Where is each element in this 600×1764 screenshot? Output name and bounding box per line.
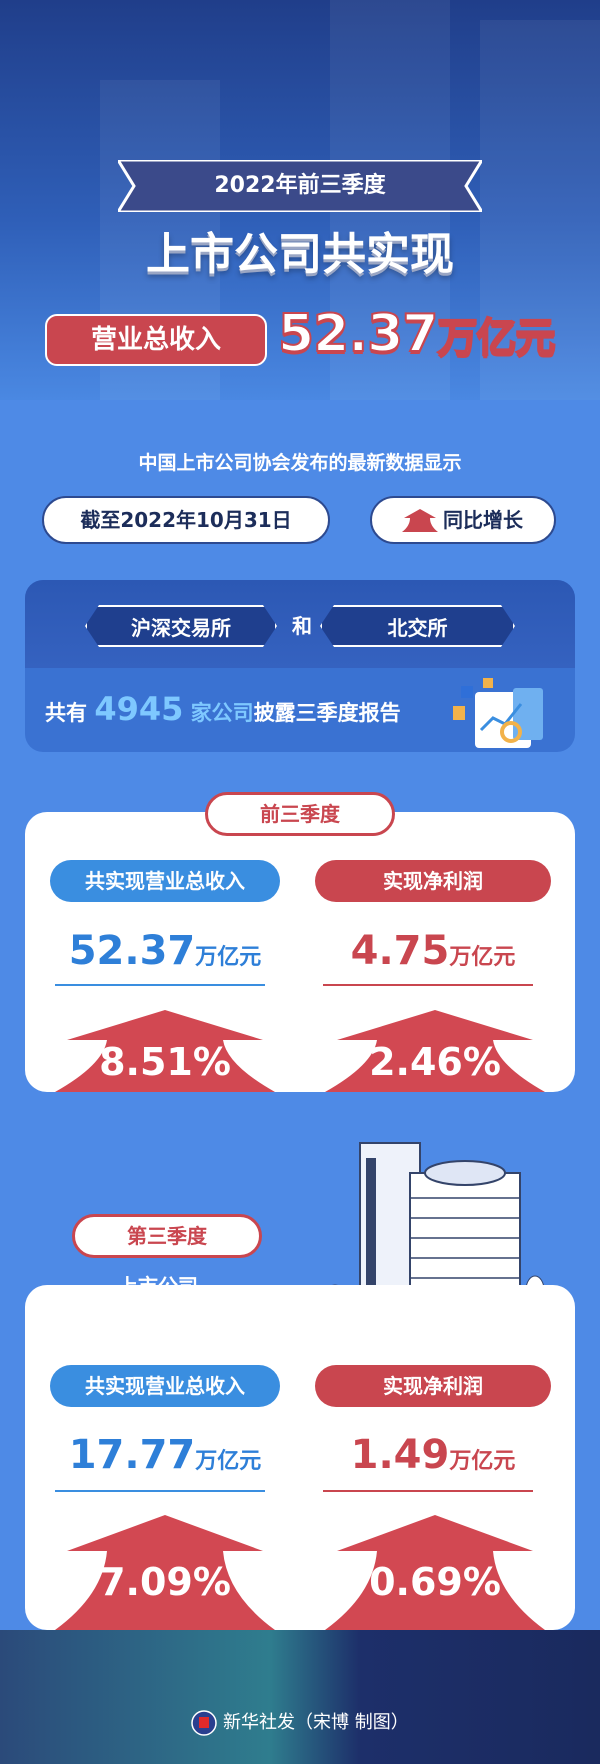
period-title: 2022年前三季度 — [214, 173, 386, 198]
section-tag: 前三季度 — [205, 792, 395, 836]
profit-pill: 实现净利润 — [315, 1365, 551, 1407]
unit: 万亿元 — [195, 945, 262, 970]
company-count-line: 共有 4945 家公司披露三季度报告 — [45, 690, 401, 728]
unit: 万亿元 — [449, 1449, 516, 1474]
profit-value: 1.49万亿元 — [318, 1432, 548, 1478]
profit-number: 1.49 — [350, 1432, 450, 1478]
profit-number: 4.75 — [350, 928, 450, 974]
section-tag: 第三季度 — [72, 1214, 262, 1258]
exchange-tag-shsz: 沪深交易所 — [85, 605, 277, 647]
growth-arrow-icon — [55, 1515, 275, 1630]
divider — [323, 1490, 533, 1492]
footer-credit: 新华社发（宋博 制图） — [0, 1708, 600, 1736]
revenue-unit: 万亿元 — [436, 314, 556, 362]
growth-pill: 同比增长 — [370, 496, 556, 544]
footer-background — [0, 1630, 600, 1764]
and-text: 和 — [292, 614, 312, 638]
count-middle: 家公司 — [190, 701, 254, 725]
revenue-pill: 共实现营业总收入 — [50, 860, 280, 902]
growth-arrow-icon — [55, 1010, 275, 1092]
xinhua-logo-icon — [191, 1710, 218, 1736]
divider — [55, 984, 265, 986]
source-text: 中国上市公司协会发布的最新数据显示 — [138, 452, 462, 474]
exchange-panel: 沪深交易所 和 北交所 共有 4945 家公司披露三季度报告 — [25, 580, 575, 752]
growth-arrow-icon — [325, 1515, 545, 1630]
count-prefix: 共有 — [45, 701, 87, 725]
credit-text: 新华社发（宋博 制图） — [223, 1712, 409, 1733]
profit-growth: 0.69% — [369, 1560, 501, 1604]
revenue-label: 营业总收入 — [45, 314, 267, 366]
company-count: 4945 — [94, 690, 184, 728]
revenue-headline: 52.37万亿元 — [277, 303, 578, 365]
date-pill: 截至2022年10月31日 — [42, 496, 330, 544]
revenue-number: 52.37 — [68, 928, 196, 974]
revenue-growth: 8.51% — [99, 1040, 231, 1084]
building-silhouette — [480, 20, 600, 400]
report-chart-icon — [453, 678, 543, 748]
main-title: 上市公司共实现 — [146, 229, 454, 280]
growth-label: 同比增长 — [443, 508, 523, 532]
count-suffix: 披露三季度报告 — [253, 701, 401, 725]
revenue-value: 52.37万亿元 — [50, 928, 280, 974]
revenue-value: 17.77万亿元 — [50, 1432, 280, 1478]
revenue-value: 52.37 — [277, 303, 439, 365]
profit-pill: 实现净利润 — [315, 860, 551, 902]
revenue-number: 17.77 — [68, 1432, 196, 1478]
up-house-icon — [402, 509, 438, 532]
revenue-growth: 7.09% — [99, 1560, 231, 1604]
title-ribbon — [118, 160, 482, 212]
growth-arrow-icon — [325, 1010, 545, 1092]
profit-growth: 2.46% — [369, 1040, 501, 1084]
unit: 万亿元 — [449, 945, 516, 970]
divider — [323, 984, 533, 986]
exchange-tag-bse: 北交所 — [320, 605, 515, 647]
unit: 万亿元 — [195, 1449, 262, 1474]
profit-value: 4.75万亿元 — [318, 928, 548, 974]
revenue-pill: 共实现营业总收入 — [50, 1365, 280, 1407]
divider — [55, 1490, 265, 1492]
